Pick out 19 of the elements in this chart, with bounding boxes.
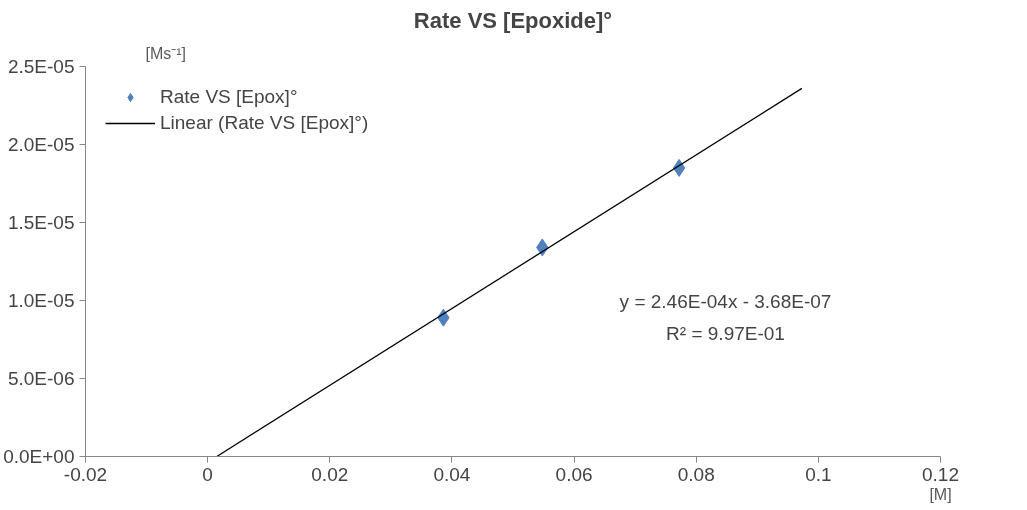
annotation: R² = 9.97E-01: [666, 322, 785, 344]
y-tick-label: 1.0E-05: [7, 290, 75, 311]
x-tick-label: 0.06: [555, 463, 593, 485]
annotation: y = 2.46E-04x - 3.68E-07: [619, 290, 832, 312]
x-tick-label: 0.08: [677, 463, 715, 485]
x-tick-label: 0: [202, 463, 213, 485]
legend-label: Linear (Rate VS [Epox]°): [160, 112, 369, 134]
y-tick-label: 2.0E-05: [7, 134, 75, 155]
y-axis-title: [Ms⁻¹]: [145, 44, 187, 62]
x-tick-label: 0.12: [922, 463, 959, 485]
legend-label: Rate VS [Epox]°: [160, 86, 298, 108]
x-axis-title: [M]: [929, 485, 952, 503]
y-tick-label: 5.0E-06: [7, 368, 75, 389]
x-tick-label: 0.1: [805, 463, 832, 485]
x-tick-label: 0.02: [311, 463, 349, 485]
x-tick-label: 0.04: [433, 463, 471, 485]
chart-title: Rate VS [Epoxide]°: [413, 7, 613, 33]
y-tick-label: 1.5E-05: [7, 212, 75, 233]
y-tick-label: 2.5E-05: [7, 56, 75, 77]
